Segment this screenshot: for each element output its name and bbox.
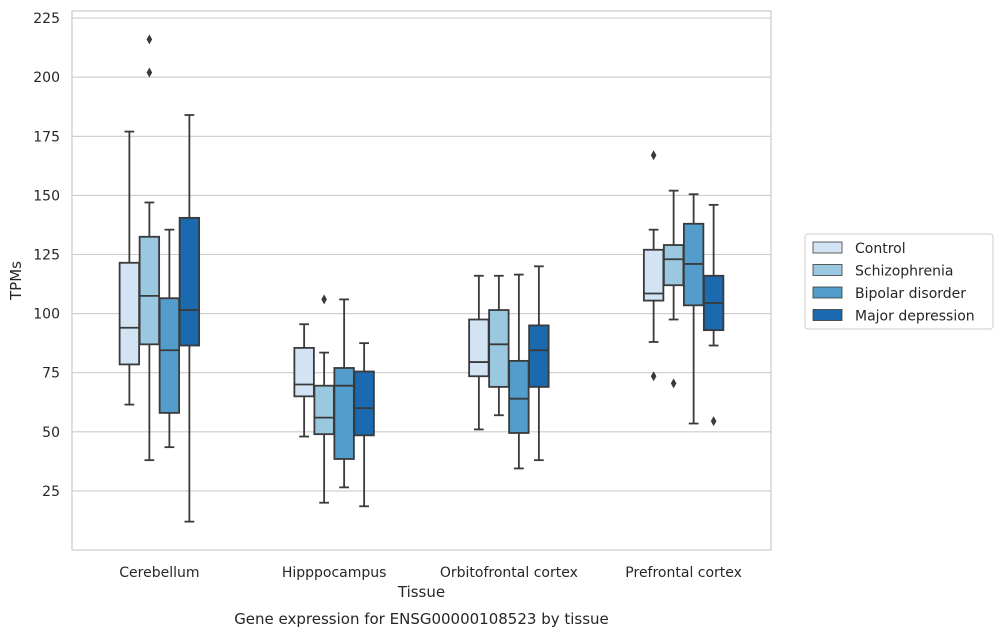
box-prefrontal-cortex-bipolar-disorder xyxy=(682,193,705,425)
chart-caption: Gene expression for ENSG00000108523 by t… xyxy=(234,610,609,628)
plot-frame xyxy=(71,10,772,551)
y-tick-label: 175 xyxy=(33,129,60,145)
box-hipppocampus-bipolar-disorder xyxy=(333,298,355,489)
box-hipppocampus-control xyxy=(293,323,315,438)
iqr-box xyxy=(333,367,355,460)
legend: Control Schizophrenia Bipolar disorder Majo… xyxy=(804,233,994,330)
legend-swatch xyxy=(812,264,843,276)
box-orbitofrontal-cortex-major-depression xyxy=(528,265,550,462)
outlier-point xyxy=(146,34,153,45)
iqr-box xyxy=(158,297,181,414)
box-cerebellum-control xyxy=(118,130,141,406)
outlier-point xyxy=(146,67,153,78)
box-cerebellum-major-depression xyxy=(178,114,201,523)
y-axis-ticks: 25 50 75 100 125 150 175 200 225 xyxy=(33,11,60,500)
box-prefrontal-cortex-major-depression xyxy=(702,203,725,427)
x-tick-label: Orbitofrontal cortex xyxy=(440,565,578,581)
iqr-box xyxy=(313,384,335,436)
y-tick-label: 225 xyxy=(33,11,60,27)
y-tick-label: 25 xyxy=(42,484,60,500)
box-hipppocampus-schizophrenia xyxy=(313,294,335,504)
box-orbitofrontal-cortex-control xyxy=(468,274,490,431)
box-prefrontal-cortex-schizophrenia xyxy=(662,189,685,389)
y-tick-label: 125 xyxy=(33,247,60,263)
x-tick-label: Cerebellum xyxy=(119,565,199,581)
boxes xyxy=(118,34,725,523)
iqr-box xyxy=(178,216,201,347)
outlier-point xyxy=(710,416,717,427)
outlier-point xyxy=(670,378,677,389)
iqr-box xyxy=(118,261,141,366)
box-orbitofrontal-cortex-bipolar-disorder xyxy=(508,273,530,470)
x-axis-label: Tissue xyxy=(397,583,445,601)
iqr-box xyxy=(353,370,375,437)
x-axis-ticks: Cerebellum Hipppocampus Orbitofrontal cort… xyxy=(119,565,742,581)
legend-frame xyxy=(804,233,994,330)
y-tick-label: 150 xyxy=(33,188,60,204)
y-tick-label: 50 xyxy=(42,425,60,441)
box-cerebellum-schizophrenia xyxy=(138,34,161,462)
y-tick-label: 200 xyxy=(33,70,60,86)
x-tick-label: Hipppocampus xyxy=(282,565,387,581)
iqr-box xyxy=(138,235,161,346)
outlier-point xyxy=(650,371,657,382)
box-hipppocampus-major-depression xyxy=(353,342,375,508)
x-tick-label: Prefrontal cortex xyxy=(625,565,742,581)
legend-label: Schizophrenia xyxy=(855,264,953,280)
legend-label: Bipolar disorder xyxy=(855,286,966,302)
iqr-box xyxy=(293,346,315,398)
legend-swatch xyxy=(812,286,843,299)
outlier-point xyxy=(321,294,327,305)
y-tick-label: 100 xyxy=(33,307,60,323)
y-tick-label: 75 xyxy=(42,366,60,382)
iqr-box xyxy=(488,309,510,388)
iqr-box xyxy=(528,324,550,388)
y-axis-label: TPMs xyxy=(7,261,25,301)
iqr-box xyxy=(468,318,490,378)
outlier-point xyxy=(650,150,657,161)
legend-label: Control xyxy=(855,241,906,257)
legend-swatch xyxy=(812,241,843,254)
iqr-box xyxy=(508,359,530,434)
legend-swatch xyxy=(812,309,843,321)
box-orbitofrontal-cortex-schizophrenia xyxy=(488,274,510,417)
legend-label: Major depression xyxy=(855,309,975,325)
box-prefrontal-cortex-control xyxy=(642,150,665,382)
box-cerebellum-bipolar-disorder xyxy=(158,228,181,449)
iqr-box xyxy=(662,244,685,287)
